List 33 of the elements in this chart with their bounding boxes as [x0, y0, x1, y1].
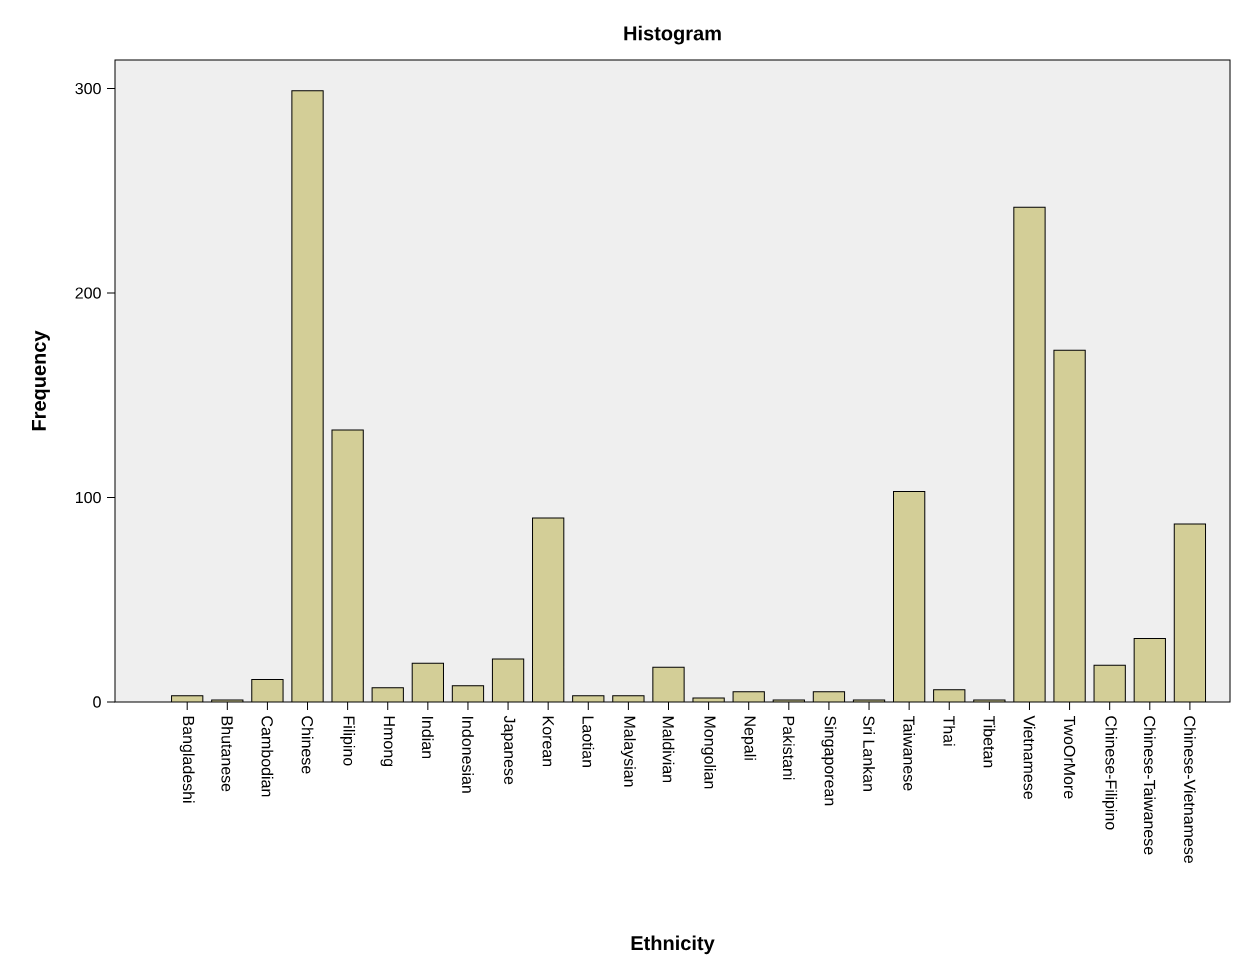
x-tick-label: Bangladeshi — [179, 716, 195, 803]
x-tick-label: Nepali — [741, 716, 757, 760]
x-tick-label: Japanese — [500, 715, 516, 785]
x-tick-label: Indian — [421, 717, 434, 759]
x-axis-title: Ethnicity — [631, 935, 715, 955]
x-tick-label: Chinese-Taiwanese — [1143, 716, 1156, 855]
x-tick-label: Chinese — [301, 716, 314, 774]
x-tick-label: Tibetan — [983, 715, 996, 768]
y-tick-label: 0 — [93, 696, 101, 708]
x-tick-label: Korean — [542, 716, 554, 767]
x-tick-label: Hmong — [380, 716, 395, 767]
x-tick-label: Vietnamese — [1023, 715, 1036, 800]
chart-title: Histogram — [624, 25, 721, 45]
x-tick-label: Taiwanese — [903, 715, 916, 791]
x-tick-label: Malaysian — [620, 716, 636, 787]
x-tick-label: Cambodian — [261, 716, 274, 797]
x-tick-label: Bhutanese — [221, 716, 234, 792]
x-tick-label: Chinese-Vietnamese — [1184, 716, 1196, 864]
x-tick-label: Sri Lankan — [863, 716, 875, 791]
x-tick-label: Chinese-Filipino — [1102, 716, 1118, 830]
x-tick-label: Thai — [943, 715, 956, 746]
y-tick-label: 300 — [75, 82, 101, 95]
x-tick-label: Maldivian — [662, 716, 675, 783]
x-tick-label: Singaporean — [821, 716, 837, 806]
x-tick-label: Laotian — [582, 716, 595, 767]
y-tick-label: 200 — [75, 287, 101, 299]
y-tick-label: 100 — [76, 491, 101, 504]
y-axis-title: Frequency — [32, 330, 50, 431]
x-tick-label: Indonesian — [462, 717, 474, 793]
x-tick-label: Mongolian — [701, 716, 717, 789]
x-tick-label: Pakistani — [782, 716, 795, 780]
x-tick-label: Filipino — [340, 716, 356, 766]
x-tick-label: TwoOrMore — [1063, 715, 1076, 799]
